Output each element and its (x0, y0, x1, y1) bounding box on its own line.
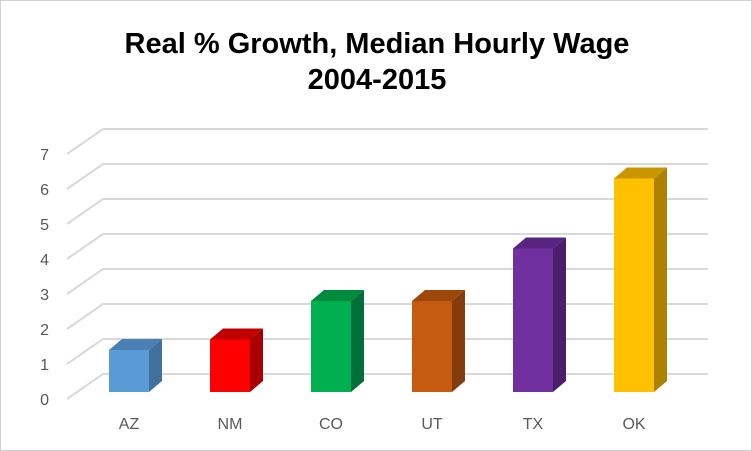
bar-UT (412, 301, 452, 392)
x-tick-label: CO (319, 416, 343, 433)
bar-top-OK (614, 167, 667, 179)
bar-side-AZ (149, 339, 162, 392)
y-tick-label: 5 (40, 217, 49, 234)
x-tick-label: TX (523, 416, 544, 433)
bar-AZ (109, 350, 149, 392)
bar-side-UT (452, 290, 465, 392)
bar-CO (311, 301, 351, 392)
y-tick-label: 2 (40, 322, 49, 339)
y-tick-label: 6 (40, 182, 49, 199)
gridline (66, 373, 708, 400)
bar-side-NM (250, 328, 263, 392)
bar-top-UT (412, 290, 465, 301)
x-tick-label: OK (622, 416, 645, 433)
gridline (66, 233, 708, 260)
bar-top-TX (513, 237, 566, 249)
x-tick-label: UT (421, 416, 443, 433)
bar-side-TX (553, 237, 566, 392)
gridline (66, 163, 708, 190)
bar-top-CO (311, 290, 364, 301)
chart-title: Real % Growth, Median Hourly Wage (125, 28, 630, 60)
x-tick-label: NM (218, 416, 243, 433)
bar-top-AZ (109, 339, 162, 350)
x-tick-label: AZ (119, 416, 140, 433)
y-tick-label: 3 (40, 287, 49, 304)
gridline (66, 128, 708, 155)
bar-TX (513, 248, 553, 392)
y-tick-label: 0 (40, 392, 49, 409)
y-tick-label: 1 (40, 357, 49, 374)
bar-NM (210, 339, 250, 392)
y-tick-label: 4 (40, 252, 49, 269)
bar-side-OK (654, 167, 667, 392)
gridline (66, 338, 708, 365)
chart-subtitle: 2004-2015 (308, 64, 447, 96)
y-tick-label: 7 (40, 147, 49, 164)
gridline (66, 303, 708, 330)
bar-OK (614, 178, 654, 392)
gridline (66, 198, 708, 225)
bar-top-NM (210, 328, 263, 340)
bar-side-CO (351, 290, 364, 392)
gridline (66, 268, 708, 295)
